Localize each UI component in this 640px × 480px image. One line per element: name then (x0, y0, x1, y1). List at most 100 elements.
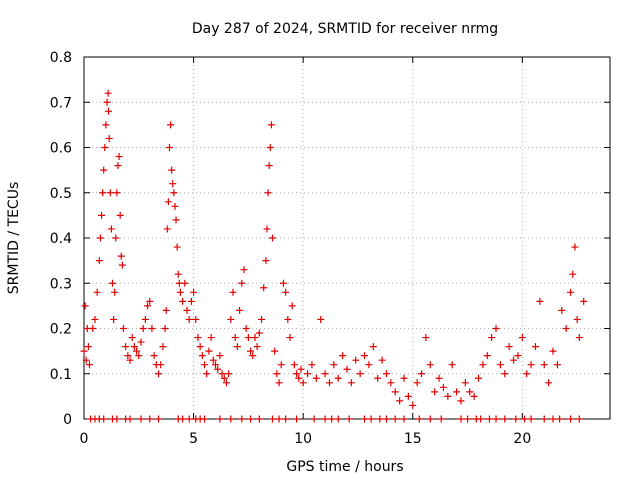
data-point-marker (115, 153, 123, 161)
data-point-marker (439, 383, 447, 391)
data-point-marker (108, 279, 116, 287)
data-point-marker (100, 415, 108, 423)
data-point-marker (288, 302, 296, 310)
data-point-marker (573, 315, 581, 323)
data-point-marker (334, 415, 342, 423)
data-point-marker (110, 315, 118, 323)
data-point-marker (262, 257, 270, 265)
data-point-marker (212, 361, 219, 369)
data-point-marker (284, 315, 292, 323)
data-point-marker (122, 343, 130, 351)
data-point-marker (523, 370, 531, 378)
chart-title: Day 287 of 2024, SRMTID for receiver nrm… (192, 21, 498, 37)
data-point-marker (247, 347, 255, 355)
data-point-marker (216, 415, 224, 423)
data-point-marker (321, 370, 329, 378)
data-point-marker (233, 343, 241, 351)
data-point-marker (192, 315, 200, 323)
data-point-marker (196, 343, 204, 351)
data-point-marker (282, 288, 290, 296)
x-axis-title: GPS time / hours (286, 459, 403, 475)
data-point-marker (114, 162, 122, 170)
data-point-marker (488, 334, 496, 342)
data-point-marker (163, 225, 171, 233)
data-point-marker (536, 297, 544, 305)
data-point-marker (545, 379, 553, 387)
data-point-marker (165, 144, 173, 151)
data-point-marker (485, 415, 493, 423)
data-point-marker (238, 415, 246, 423)
data-point-marker (201, 415, 209, 423)
data-point-marker (263, 225, 271, 233)
data-point-marker (171, 202, 179, 210)
data-point-marker (400, 374, 408, 382)
data-point-marker (310, 415, 318, 423)
x-tick-label: 15 (404, 431, 422, 447)
data-point-marker (95, 257, 103, 265)
data-point-marker (518, 334, 526, 342)
data-point-marker (540, 361, 548, 369)
data-point-marker (201, 361, 209, 369)
data-point-marker (575, 334, 583, 342)
data-point-marker (275, 415, 283, 423)
data-point-marker (198, 352, 206, 360)
data-point-marker (227, 415, 235, 423)
data-point-marker (299, 379, 307, 387)
data-point-marker (203, 370, 211, 378)
data-point-marker (119, 325, 127, 332)
data-point-marker (170, 189, 178, 197)
data-point-marker (457, 397, 465, 405)
data-point-marker (169, 180, 177, 188)
data-point-marker (293, 370, 301, 378)
data-point-marker (133, 347, 141, 355)
data-point-marker (418, 370, 426, 378)
data-point-marker (431, 388, 439, 396)
data-point-marker (113, 189, 121, 197)
data-point-marker (225, 370, 233, 378)
data-point-marker (258, 315, 266, 323)
data-point-marker (334, 374, 342, 382)
data-point-marker (207, 334, 215, 342)
data-point-marker (426, 361, 434, 369)
data-point-marker (501, 415, 509, 423)
data-point-marker (179, 297, 187, 305)
data-point-marker (194, 334, 202, 342)
data-point-marker (82, 356, 90, 364)
y-tick-label: 0 (63, 412, 72, 428)
data-point-marker (146, 297, 154, 305)
data-point-marker (400, 415, 408, 423)
data-point-marker (130, 343, 138, 351)
data-point-marker (267, 121, 275, 129)
tick-labels: 0 0.1 0.2 0.3 0.4 0.5 0.6 0.7 0.8 0 5 10 15 20 (50, 50, 532, 447)
data-point-marker (553, 361, 561, 369)
data-point-marker (164, 198, 172, 206)
x-tick-label: 10 (294, 431, 312, 447)
data-point-marker (492, 415, 500, 423)
data-point-marker (317, 315, 325, 323)
data-point-marker (91, 315, 99, 323)
y-tick-label: 0.3 (50, 276, 72, 292)
data-point-marker (273, 370, 281, 378)
data-point-marker (510, 356, 518, 364)
data-point-marker (378, 356, 386, 364)
data-point-marker (105, 107, 113, 115)
data-point-marker (512, 415, 520, 423)
data-point-marker (558, 306, 566, 314)
data-point-marker (231, 334, 239, 342)
data-point-marker (304, 370, 312, 378)
y-tick-label: 0.5 (50, 186, 72, 202)
data-point-marker (99, 189, 107, 197)
data-point-marker (146, 415, 154, 423)
data-point-marker (255, 329, 263, 337)
data-point-marker (295, 374, 303, 382)
data-point-marker (321, 415, 329, 423)
data-point-marker (549, 347, 557, 355)
data-point-marker (179, 415, 187, 423)
data-point-marker (477, 415, 485, 423)
y-tick-label: 0.1 (50, 367, 72, 383)
data-point-marker (391, 415, 399, 423)
data-point-marker (159, 343, 167, 351)
data-point-marker (580, 297, 588, 305)
data-point-marker (100, 166, 108, 174)
data-point-marker (457, 415, 465, 423)
